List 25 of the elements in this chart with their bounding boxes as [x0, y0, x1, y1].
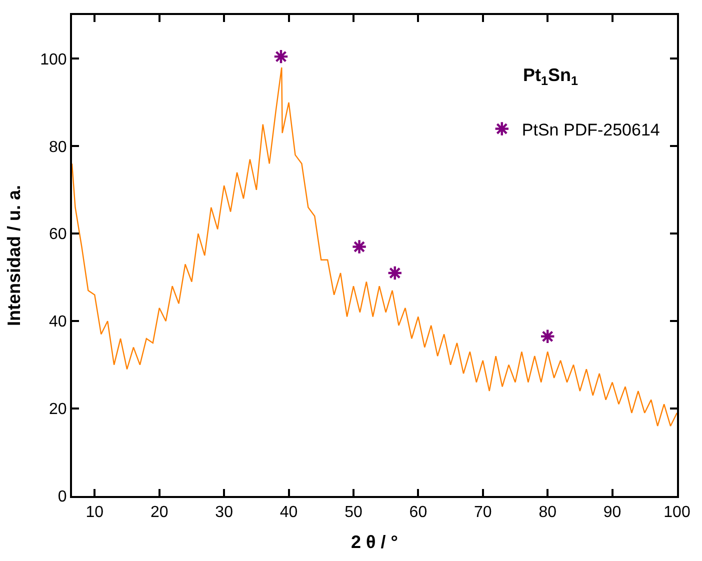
point [352, 239, 367, 254]
x-tick-label: 80 [538, 504, 557, 522]
point [387, 265, 403, 281]
x-tick-label: 50 [344, 504, 362, 522]
y-tick-label: 20 [49, 401, 67, 418]
legend-label: PtSn PDF-250614 [522, 120, 660, 140]
x-tick-label: 60 [409, 504, 428, 522]
y-tick-label: 80 [49, 138, 67, 156]
x-tick-label: 10 [86, 504, 104, 522]
x-tick-label: 20 [150, 504, 168, 522]
x-tick-label: 40 [280, 504, 298, 522]
y-tick-label: 0 [58, 488, 67, 506]
y-tick-label: 100 [40, 51, 67, 68]
annotation: Pt$_{1}$Sn$_{1}$ [523, 65, 578, 88]
point [540, 328, 556, 344]
x-tick-label: 70 [474, 504, 492, 522]
x-tick-label: 100 [664, 504, 690, 522]
line-series [72, 66, 677, 427]
y-tick-label: 40 [49, 314, 67, 331]
x-tick-label: 30 [215, 504, 234, 522]
point [273, 48, 289, 64]
y-axis-title: Intensidad / u. a. [4, 184, 24, 326]
x-tick-label: 90 [603, 504, 622, 522]
y-tick-label: 60 [49, 226, 67, 244]
x-axis-title: 2 θ / ° [351, 532, 398, 552]
